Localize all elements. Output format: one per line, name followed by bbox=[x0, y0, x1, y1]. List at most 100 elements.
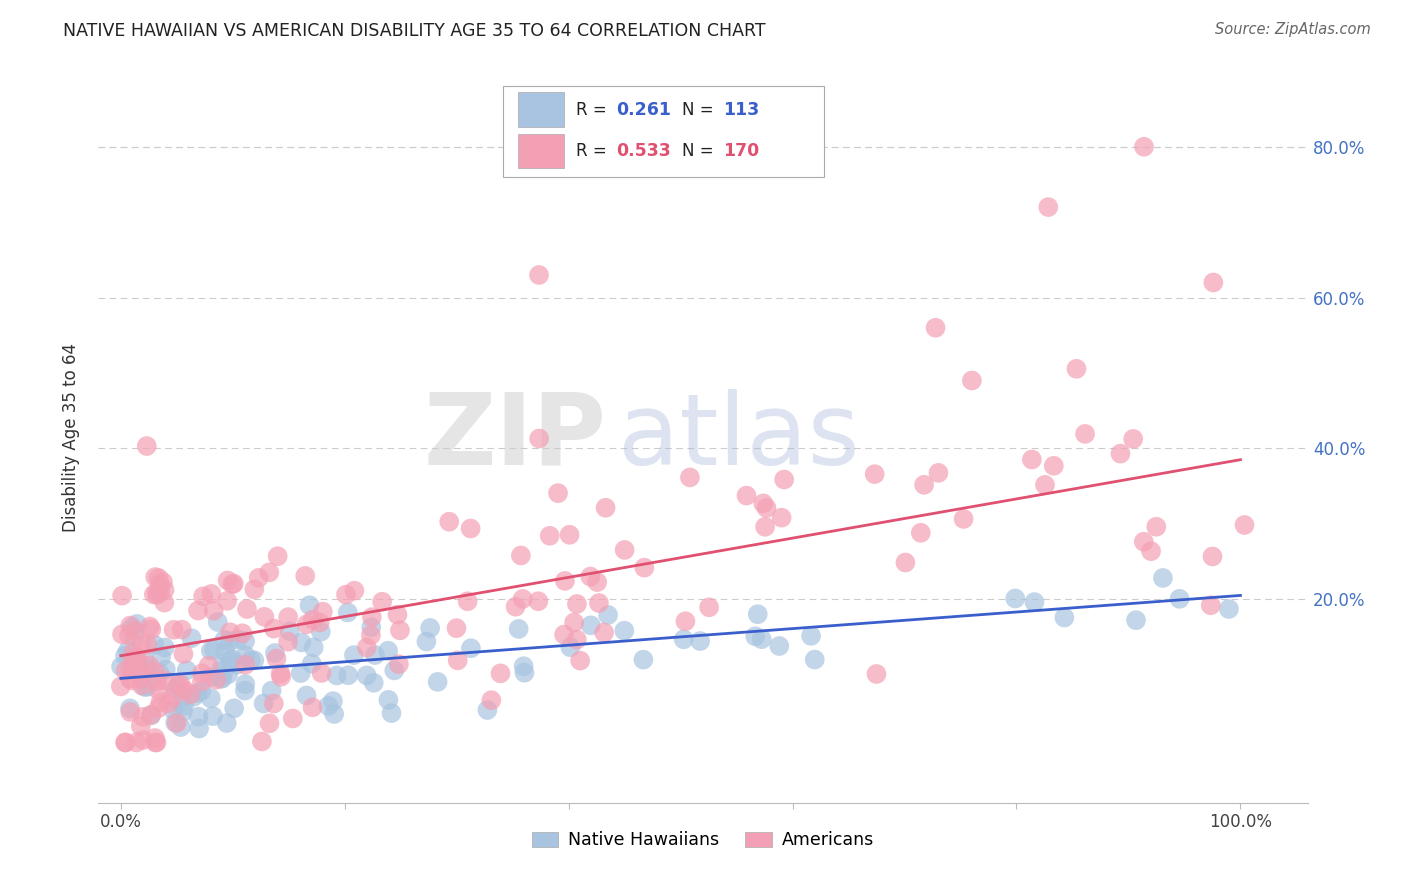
Point bbox=[512, 659, 534, 673]
Point bbox=[134, 654, 156, 668]
Point bbox=[233, 634, 256, 648]
Point bbox=[1122, 432, 1144, 446]
Point bbox=[263, 622, 285, 636]
Point bbox=[927, 466, 949, 480]
Point bbox=[162, 623, 184, 637]
Point bbox=[360, 620, 382, 634]
Point bbox=[910, 525, 932, 540]
Point bbox=[149, 585, 172, 599]
Point bbox=[264, 646, 287, 660]
Point bbox=[212, 663, 235, 677]
Point bbox=[129, 672, 152, 686]
Point bbox=[170, 720, 193, 734]
Point bbox=[131, 638, 153, 652]
Point bbox=[613, 543, 636, 558]
Point bbox=[1043, 458, 1066, 473]
Point bbox=[118, 701, 141, 715]
Point bbox=[173, 647, 195, 661]
Text: Source: ZipAtlas.com: Source: ZipAtlas.com bbox=[1215, 22, 1371, 37]
Point bbox=[1140, 544, 1163, 558]
Point bbox=[278, 624, 301, 639]
Point bbox=[277, 610, 299, 624]
Point bbox=[1133, 140, 1156, 154]
Point bbox=[1201, 549, 1223, 564]
Point bbox=[190, 684, 212, 698]
Point bbox=[142, 587, 165, 601]
Point bbox=[1152, 571, 1174, 585]
Point bbox=[800, 629, 823, 643]
Point bbox=[235, 657, 257, 672]
Point bbox=[132, 710, 155, 724]
Point bbox=[124, 624, 146, 638]
Point bbox=[377, 644, 399, 658]
Point bbox=[141, 622, 163, 636]
Point bbox=[343, 583, 366, 598]
Point bbox=[336, 606, 359, 620]
Point bbox=[180, 687, 202, 701]
Point bbox=[125, 616, 148, 631]
Point bbox=[477, 703, 499, 717]
Point bbox=[217, 594, 239, 608]
Point bbox=[356, 640, 378, 655]
Point bbox=[1074, 426, 1097, 441]
Point bbox=[148, 701, 170, 715]
Point bbox=[735, 489, 758, 503]
Point bbox=[131, 678, 153, 692]
Point bbox=[277, 634, 299, 648]
Legend: Native Hawaiians, Americans: Native Hawaiians, Americans bbox=[524, 824, 882, 856]
FancyBboxPatch shape bbox=[503, 86, 824, 178]
Point bbox=[295, 617, 318, 632]
Point bbox=[167, 678, 190, 692]
Point bbox=[754, 520, 776, 534]
Point bbox=[218, 652, 240, 666]
Point bbox=[752, 496, 775, 510]
Point bbox=[121, 620, 143, 634]
Point bbox=[217, 574, 239, 588]
Point bbox=[253, 610, 276, 624]
Point bbox=[122, 646, 145, 660]
Point bbox=[183, 690, 205, 704]
Point bbox=[527, 268, 550, 282]
Point bbox=[527, 594, 550, 608]
Point bbox=[553, 627, 575, 641]
Point bbox=[136, 680, 159, 694]
Text: NATIVE HAWAIIAN VS AMERICAN DISABILITY AGE 35 TO 64 CORRELATION CHART: NATIVE HAWAIIAN VS AMERICAN DISABILITY A… bbox=[63, 22, 766, 40]
Text: 170: 170 bbox=[724, 142, 759, 160]
Point bbox=[697, 600, 720, 615]
Point bbox=[290, 666, 312, 681]
Point bbox=[122, 654, 145, 668]
Point bbox=[446, 621, 468, 635]
Point bbox=[1199, 599, 1222, 613]
Point bbox=[364, 648, 387, 662]
Point bbox=[200, 644, 222, 658]
Point bbox=[180, 631, 202, 645]
Point bbox=[894, 556, 917, 570]
Point bbox=[202, 604, 225, 618]
Point bbox=[912, 477, 935, 491]
Point bbox=[318, 698, 340, 713]
Point bbox=[538, 529, 561, 543]
Point bbox=[579, 618, 602, 632]
Point bbox=[152, 574, 174, 589]
Point bbox=[773, 473, 796, 487]
Point bbox=[505, 599, 527, 614]
Point bbox=[1125, 613, 1147, 627]
Point bbox=[153, 596, 176, 610]
Point bbox=[207, 615, 229, 629]
Point bbox=[155, 663, 177, 677]
Point bbox=[388, 657, 411, 672]
Point bbox=[579, 569, 602, 583]
Point bbox=[560, 640, 582, 655]
Point bbox=[200, 670, 222, 684]
Point bbox=[141, 708, 163, 723]
Point bbox=[191, 674, 214, 689]
Point bbox=[153, 640, 176, 655]
Point bbox=[146, 588, 169, 602]
Point bbox=[143, 570, 166, 584]
Point bbox=[360, 628, 382, 642]
Point bbox=[233, 683, 256, 698]
Point bbox=[200, 691, 222, 706]
Point bbox=[191, 666, 214, 681]
Point bbox=[122, 630, 145, 644]
Point bbox=[290, 635, 312, 649]
